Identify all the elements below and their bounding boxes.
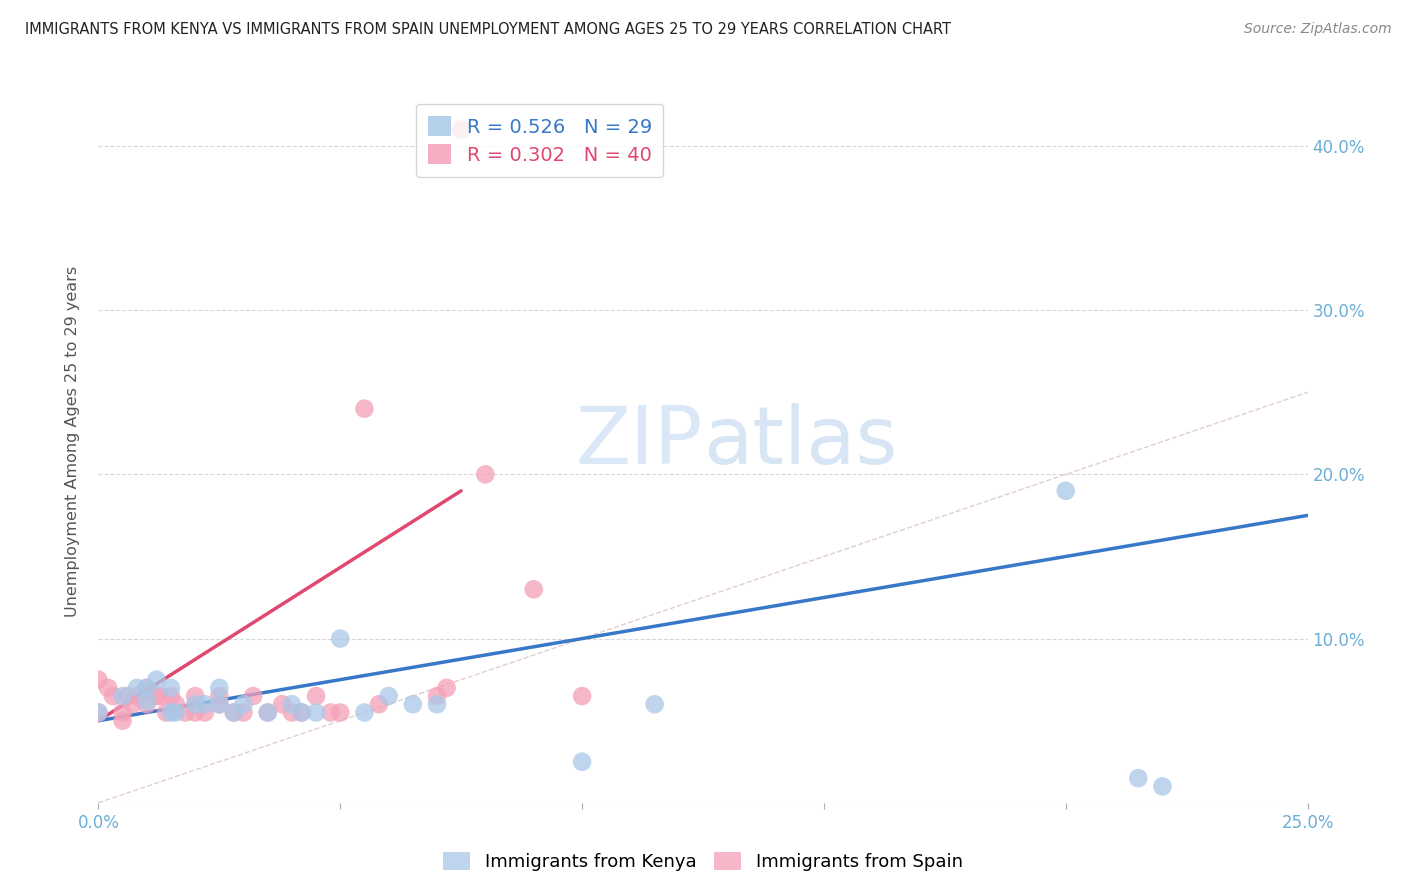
Point	[426, 698, 449, 712]
Point	[117, 689, 139, 703]
Point	[145, 673, 167, 687]
Point	[194, 698, 217, 712]
Point	[97, 681, 120, 695]
Point	[222, 706, 245, 720]
Point	[1152, 780, 1174, 794]
Text: atlas: atlas	[703, 402, 897, 481]
Y-axis label: Unemployment Among Ages 25 to 29 years: Unemployment Among Ages 25 to 29 years	[65, 266, 80, 617]
Text: ZIP: ZIP	[575, 402, 703, 481]
Point	[368, 698, 391, 712]
Point	[319, 706, 342, 720]
Point	[256, 706, 278, 720]
Point	[281, 706, 304, 720]
Point	[232, 698, 254, 712]
Point	[305, 689, 328, 703]
Point	[474, 467, 496, 482]
Point	[256, 706, 278, 720]
Point	[402, 698, 425, 712]
Point	[450, 122, 472, 136]
Point	[160, 706, 183, 720]
Point	[281, 698, 304, 712]
Point	[305, 706, 328, 720]
Point	[160, 689, 183, 703]
Point	[145, 689, 167, 703]
Point	[571, 689, 593, 703]
Point	[184, 706, 207, 720]
Legend: R = 0.526   N = 29, R = 0.302   N = 40: R = 0.526 N = 29, R = 0.302 N = 40	[416, 104, 664, 177]
Point	[127, 689, 149, 703]
Point	[127, 681, 149, 695]
Point	[121, 698, 143, 712]
Point	[111, 706, 134, 720]
Point	[271, 698, 294, 712]
Point	[111, 714, 134, 728]
Point	[208, 698, 231, 712]
Point	[165, 706, 187, 720]
Point	[208, 689, 231, 703]
Point	[222, 706, 245, 720]
Point	[135, 681, 157, 695]
Point	[290, 706, 312, 720]
Point	[165, 698, 187, 712]
Point	[242, 689, 264, 703]
Text: IMMIGRANTS FROM KENYA VS IMMIGRANTS FROM SPAIN UNEMPLOYMENT AMONG AGES 25 TO 29 : IMMIGRANTS FROM KENYA VS IMMIGRANTS FROM…	[25, 22, 952, 37]
Point	[290, 706, 312, 720]
Point	[232, 706, 254, 720]
Point	[87, 706, 110, 720]
Point	[101, 689, 124, 703]
Point	[571, 755, 593, 769]
Point	[644, 698, 666, 712]
Point	[353, 401, 375, 416]
Point	[436, 681, 458, 695]
Point	[208, 681, 231, 695]
Point	[135, 681, 157, 695]
Point	[523, 582, 546, 597]
Point	[353, 706, 375, 720]
Point	[377, 689, 399, 703]
Legend: Immigrants from Kenya, Immigrants from Spain: Immigrants from Kenya, Immigrants from S…	[436, 845, 970, 879]
Point	[87, 706, 110, 720]
Point	[1054, 483, 1077, 498]
Point	[160, 681, 183, 695]
Point	[87, 673, 110, 687]
Point	[329, 632, 352, 646]
Point	[111, 689, 134, 703]
Point	[174, 706, 197, 720]
Point	[135, 694, 157, 708]
Point	[1128, 771, 1150, 785]
Point	[184, 698, 207, 712]
Point	[155, 706, 177, 720]
Point	[135, 698, 157, 712]
Point	[184, 689, 207, 703]
Point	[208, 698, 231, 712]
Point	[194, 706, 217, 720]
Point	[329, 706, 352, 720]
Text: Source: ZipAtlas.com: Source: ZipAtlas.com	[1244, 22, 1392, 37]
Point	[150, 689, 173, 703]
Point	[426, 689, 449, 703]
